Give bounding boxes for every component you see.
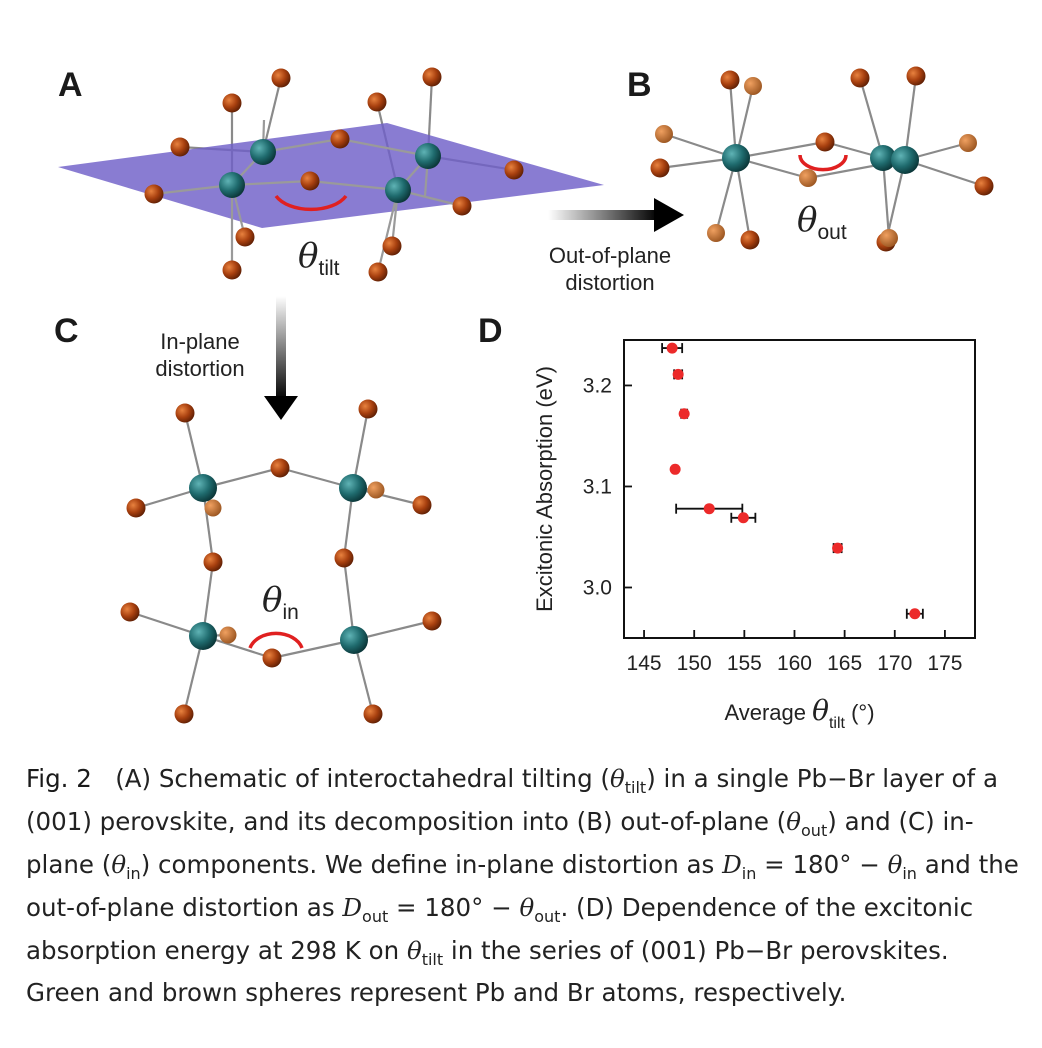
x-tick-label: 145: [627, 652, 662, 675]
out-of-plane-label: Out-of-plane distortion: [548, 243, 672, 295]
x-tick-label: 165: [827, 652, 862, 675]
data-point: [703, 503, 715, 515]
x-tick-label: 155: [727, 652, 762, 675]
theta-tilt-label: θtilt: [298, 236, 340, 280]
excitonic-absorption-chart: 145 150 155 160 165 170 175 3.0 3.1 3.2 Excitonic …: [532, 339, 976, 732]
in-plane-arrow: [264, 296, 298, 420]
data-point: [909, 608, 921, 620]
y-tick-label: 3.0: [583, 576, 612, 599]
data-point: [678, 408, 690, 420]
out-of-plane-arrow: [548, 198, 684, 232]
data-point: [672, 368, 684, 380]
figure-number: Fig. 2: [26, 764, 92, 793]
x-tick-label: 170: [877, 652, 912, 675]
figure-caption: Fig. 2 (A) Schematic of interoctahedral …: [26, 764, 1019, 1008]
data-point: [832, 542, 844, 554]
panel-d-letter: D: [478, 312, 503, 350]
theta-in-label: θin: [262, 580, 299, 624]
x-tick-label: 150: [677, 652, 712, 675]
chart-frame: [623, 339, 976, 639]
x-tick-label: 175: [927, 652, 962, 675]
data-point: [666, 342, 678, 354]
panel-b-structure: [650, 66, 994, 252]
in-plane-label: In-plane distortion: [155, 329, 245, 381]
panel-c-structure: [120, 399, 442, 724]
panel-a-letter: A: [58, 66, 83, 104]
y-tick-label: 3.2: [583, 374, 612, 397]
y-axis-label: Excitonic Absorption (eV): [532, 366, 557, 612]
structure-illustrations: [58, 66, 994, 724]
x-tick-label: 160: [777, 652, 812, 675]
theta-out-label: θout: [797, 200, 847, 244]
x-axis-label: Average θtilt (°): [724, 694, 874, 732]
data-point: [669, 463, 681, 475]
panel-c-letter: C: [54, 312, 79, 350]
data-point: [737, 512, 749, 524]
panel-a-structure: [58, 67, 604, 282]
y-tick-label: 3.1: [583, 475, 612, 498]
panel-b-letter: B: [627, 66, 652, 104]
